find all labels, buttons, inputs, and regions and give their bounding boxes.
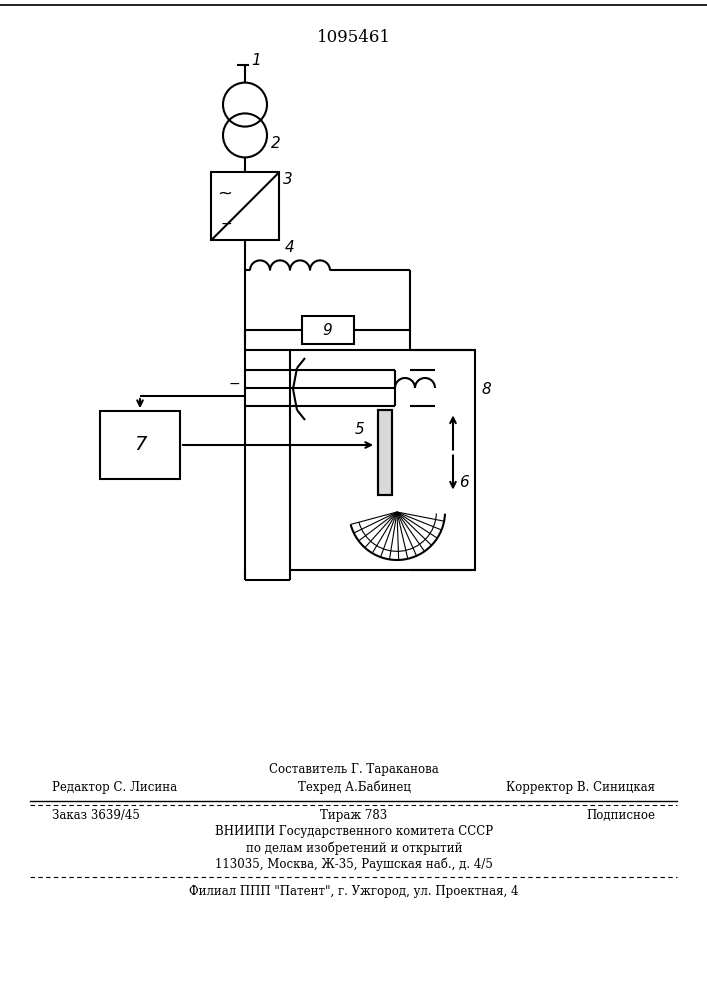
Text: Техред А.Бабинец: Техред А.Бабинец: [298, 780, 411, 794]
Text: 113035, Москва, Ж-35, Раушская наб., д. 4/5: 113035, Москва, Ж-35, Раушская наб., д. …: [215, 857, 493, 871]
Text: Корректор В. Синицкая: Корректор В. Синицкая: [506, 780, 655, 794]
Text: Филиал ППП "Патент", г. Ужгород, ул. Проектная, 4: Филиал ППП "Патент", г. Ужгород, ул. Про…: [189, 886, 519, 898]
Bar: [301, 316, 354, 344]
Text: 5: 5: [355, 422, 365, 438]
Text: 8: 8: [481, 382, 491, 397]
Text: 1: 1: [251, 53, 261, 68]
Text: 7: 7: [134, 436, 146, 454]
Text: Составитель Г. Тараканова: Составитель Г. Тараканова: [269, 764, 439, 776]
Text: 6: 6: [459, 475, 469, 490]
Text: 4: 4: [285, 240, 295, 255]
Text: Тираж 783: Тираж 783: [320, 808, 387, 822]
Text: −: −: [228, 377, 240, 391]
Text: 1095461: 1095461: [317, 29, 391, 46]
Bar: [378, 410, 392, 495]
Text: 2: 2: [271, 136, 281, 151]
Text: по делам изобретений и открытий: по делам изобретений и открытий: [246, 841, 462, 855]
Bar: [100, 411, 180, 479]
Bar: [290, 350, 475, 570]
Text: 9: 9: [322, 323, 332, 338]
Bar: [378, 410, 392, 495]
Text: −: −: [221, 216, 233, 230]
Text: ВНИИПИ Государственного комитета СССР: ВНИИПИ Государственного комитета СССР: [215, 826, 493, 838]
Text: Редактор С. Лисина: Редактор С. Лисина: [52, 780, 177, 794]
Bar: [211, 172, 279, 240]
Text: ~: ~: [217, 184, 232, 202]
Text: 3: 3: [283, 172, 293, 187]
Text: Заказ 3639/45: Заказ 3639/45: [52, 808, 140, 822]
Text: Подписное: Подписное: [586, 808, 655, 822]
